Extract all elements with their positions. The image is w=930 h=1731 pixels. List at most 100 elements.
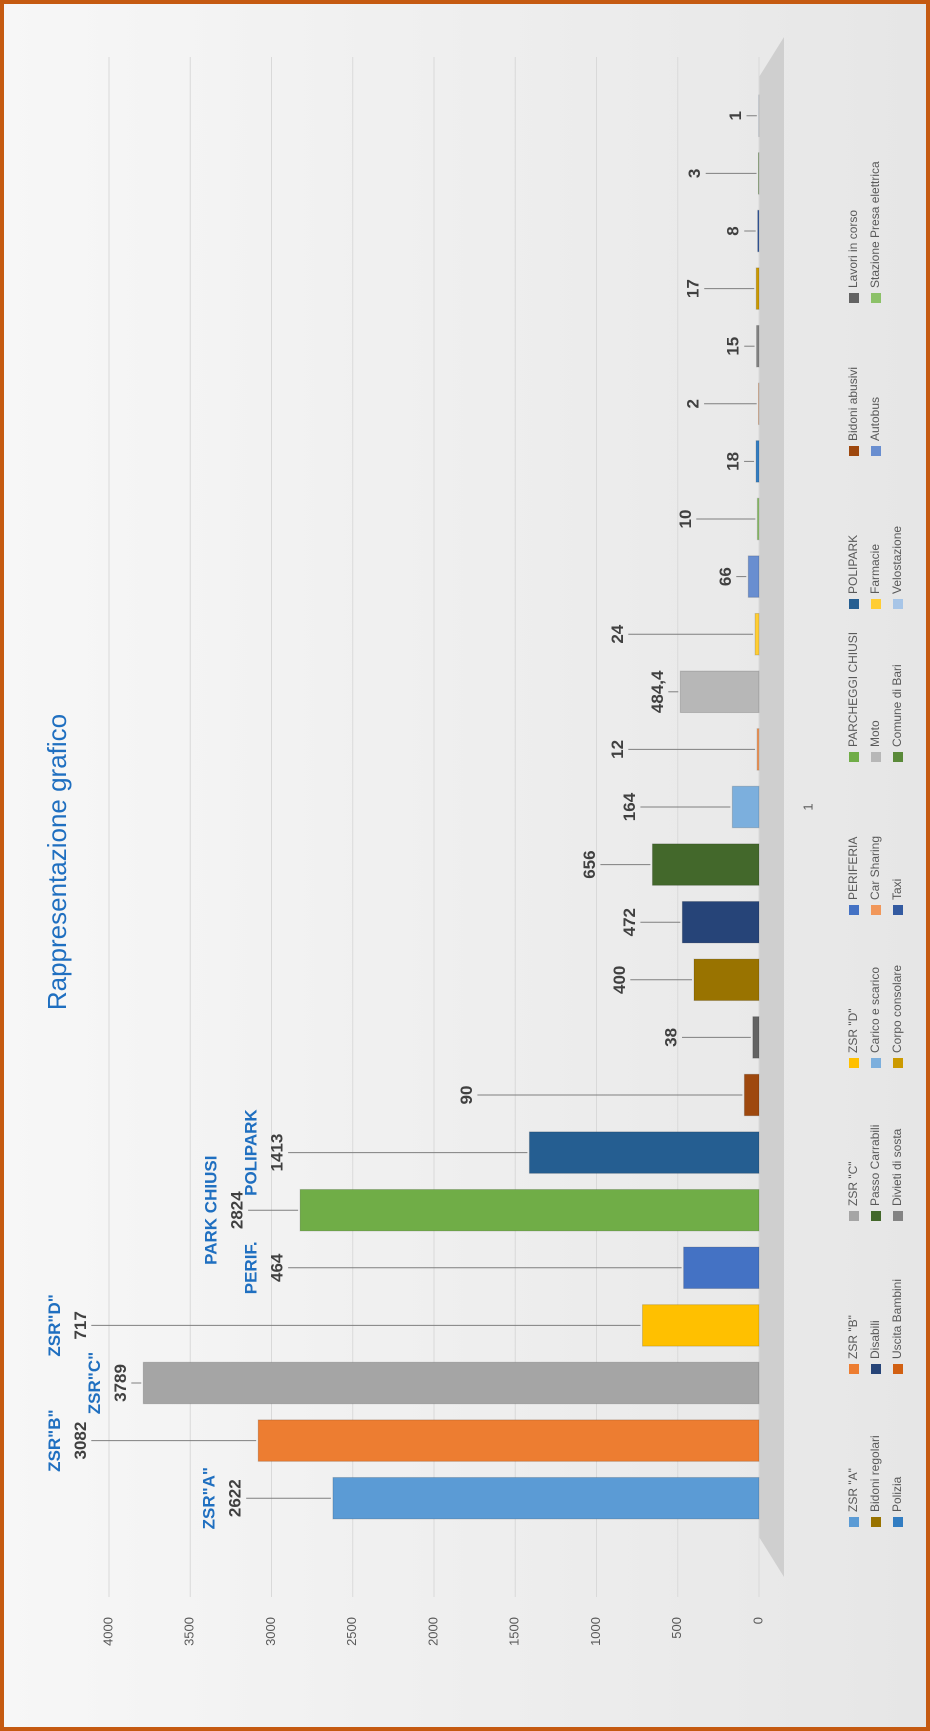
value-label: 18 bbox=[724, 452, 743, 471]
legend-swatch bbox=[893, 1517, 903, 1527]
value-label: 400 bbox=[610, 966, 629, 994]
legend-swatch bbox=[871, 1058, 881, 1068]
legend-label: Corpo consolare bbox=[890, 965, 904, 1053]
bar bbox=[642, 1305, 759, 1346]
bar bbox=[758, 210, 759, 251]
bar bbox=[684, 1247, 759, 1288]
bar bbox=[757, 498, 759, 539]
value-label: 472 bbox=[620, 908, 639, 936]
series-label: ZSR"C" bbox=[85, 1352, 104, 1414]
bar bbox=[748, 556, 759, 597]
value-label: 8 bbox=[724, 226, 743, 235]
series-label: PERIF. bbox=[242, 1241, 261, 1294]
legend-swatch bbox=[871, 293, 881, 303]
bar bbox=[755, 613, 759, 654]
value-label: 3 bbox=[685, 169, 704, 178]
bar bbox=[529, 1132, 759, 1173]
value-label: 24 bbox=[608, 624, 627, 643]
bar bbox=[682, 901, 759, 942]
y-tick-label: 3000 bbox=[263, 1617, 278, 1646]
bar bbox=[757, 325, 759, 366]
value-label: 90 bbox=[457, 1086, 476, 1105]
value-label: 2622 bbox=[226, 1479, 245, 1517]
value-label: 3789 bbox=[111, 1364, 130, 1402]
value-label: 15 bbox=[724, 337, 743, 356]
legend-swatch bbox=[871, 752, 881, 762]
legend-label: ZSR "B" bbox=[846, 1315, 860, 1359]
bar bbox=[652, 844, 759, 885]
series-label: PARK CHIUSI bbox=[202, 1156, 221, 1265]
legend-label: Taxi bbox=[890, 879, 904, 900]
legend-label: Uscita Bambini bbox=[890, 1279, 904, 1359]
legend-label: ZSR "C" bbox=[846, 1161, 860, 1206]
legend-swatch bbox=[893, 905, 903, 915]
value-label: 66 bbox=[716, 567, 735, 586]
legend-label: ZSR "A" bbox=[846, 1468, 860, 1512]
bar bbox=[756, 268, 759, 309]
bar bbox=[258, 1420, 759, 1461]
legend-label: Lavori in corso bbox=[846, 210, 860, 288]
legend-label: Bidoni regolari bbox=[868, 1435, 882, 1512]
x-tick-label: 1 bbox=[800, 803, 815, 810]
value-label: 38 bbox=[661, 1028, 680, 1047]
legend-swatch bbox=[849, 905, 859, 915]
legend-label: Car Sharing bbox=[868, 836, 882, 900]
legend-swatch bbox=[849, 599, 859, 609]
y-tick-label: 1500 bbox=[507, 1617, 522, 1646]
chart-title: Rappresentazione grafico bbox=[42, 714, 72, 1010]
series-label: ZSR"A" bbox=[200, 1467, 219, 1529]
series-label: ZSR"B" bbox=[45, 1409, 64, 1471]
bar bbox=[143, 1362, 759, 1403]
y-tick-label: 3500 bbox=[182, 1617, 197, 1646]
legend-label: Moto bbox=[868, 720, 882, 747]
legend-label: ZSR "D" bbox=[846, 1008, 860, 1053]
value-label: 1 bbox=[726, 111, 745, 120]
y-tick-label: 2000 bbox=[425, 1617, 440, 1646]
bar bbox=[756, 441, 759, 482]
legend-label: Autobus bbox=[868, 397, 882, 441]
y-tick-label: 1000 bbox=[588, 1617, 603, 1646]
legend-label: Divieti di sosta bbox=[890, 1128, 904, 1206]
legend-swatch bbox=[871, 446, 881, 456]
bar bbox=[300, 1189, 759, 1230]
value-label: 3082 bbox=[71, 1422, 90, 1460]
value-label: 1413 bbox=[268, 1134, 287, 1172]
legend-swatch bbox=[849, 293, 859, 303]
legend-swatch bbox=[871, 1211, 881, 1221]
bar bbox=[333, 1477, 759, 1518]
floor bbox=[759, 37, 784, 1577]
bar bbox=[694, 959, 759, 1000]
value-label: 17 bbox=[684, 279, 703, 298]
legend-swatch bbox=[893, 1364, 903, 1374]
bar bbox=[732, 786, 759, 827]
chart: Rappresentazione grafico 050010001500200… bbox=[4, 4, 926, 1727]
y-tick-label: 500 bbox=[669, 1617, 684, 1639]
legend-swatch bbox=[849, 1058, 859, 1068]
series-label: ZSR"D" bbox=[45, 1294, 64, 1356]
legend-label: Comune di Bari bbox=[890, 664, 904, 747]
legend-swatch bbox=[893, 599, 903, 609]
legend-label: Velostazione bbox=[890, 526, 904, 594]
legend-swatch bbox=[871, 1364, 881, 1374]
bar bbox=[757, 729, 759, 770]
value-label: 484,4 bbox=[648, 670, 667, 713]
value-label: 10 bbox=[676, 510, 695, 529]
background bbox=[4, 4, 926, 1727]
legend-swatch bbox=[871, 599, 881, 609]
value-label: 164 bbox=[620, 792, 639, 821]
legend-swatch bbox=[849, 752, 859, 762]
legend-swatch bbox=[871, 905, 881, 915]
legend-label: PERIFERIA bbox=[846, 837, 860, 900]
y-tick-label: 4000 bbox=[100, 1617, 115, 1646]
legend-swatch bbox=[893, 1058, 903, 1068]
legend-label: Farmacie bbox=[868, 544, 882, 594]
bar bbox=[753, 1017, 759, 1058]
y-tick-label: 2500 bbox=[344, 1617, 359, 1646]
legend-swatch bbox=[893, 1211, 903, 1221]
bar bbox=[680, 671, 759, 712]
legend-label: Polizia bbox=[890, 1476, 904, 1512]
legend-label: Bidoni abusivi bbox=[846, 367, 860, 441]
legend-label: Passo Carrabili bbox=[868, 1125, 882, 1206]
legend-swatch bbox=[871, 1517, 881, 1527]
legend-swatch bbox=[893, 752, 903, 762]
